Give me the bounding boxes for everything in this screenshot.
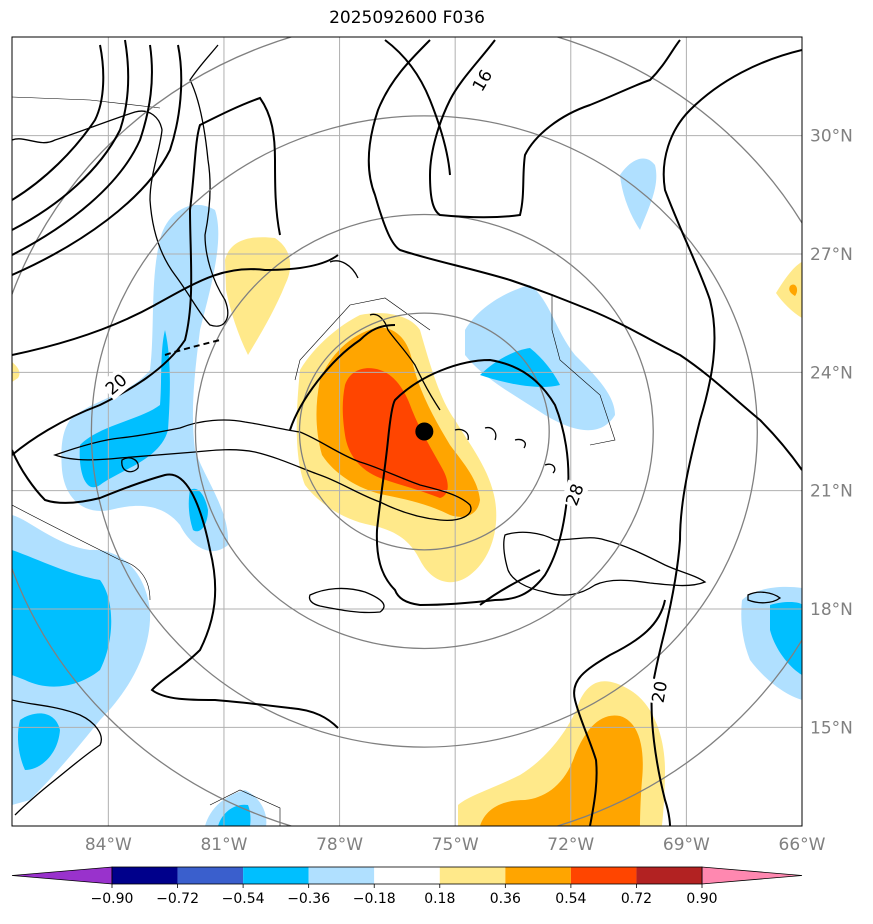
- dashed-contour: [164, 339, 221, 356]
- colorbar-bin: [177, 867, 244, 884]
- colorbar-outline: [111, 866, 703, 885]
- colorbar-tick-label: −0.18: [353, 891, 396, 907]
- colorbar-tick-label: −0.72: [156, 891, 199, 907]
- contour-line: [479, 569, 541, 606]
- contour-label-bg: [560, 479, 590, 510]
- negative-anomaly-region: [620, 158, 657, 230]
- coastline-bahamas: [329, 260, 556, 474]
- colorbar-bin: [570, 867, 637, 884]
- contour-label: 20: [649, 680, 672, 705]
- contour-line: [289, 324, 396, 431]
- lon-tick-label: 78°W: [316, 835, 363, 855]
- colorbar-tick-label: 0.72: [621, 891, 652, 907]
- contour-line: [367, 39, 802, 471]
- lon-tick-label: 69°W: [663, 835, 710, 855]
- lat-tick-label: 24°N: [810, 363, 853, 383]
- lat-tick-label: 18°N: [810, 600, 853, 620]
- lon-tick-label: 72°W: [547, 835, 594, 855]
- lon-tick-label: 66°W: [779, 835, 826, 855]
- contour-line: [12, 44, 105, 201]
- positive-anomaly-region: [789, 284, 798, 296]
- lat-tick-label: 21°N: [810, 482, 853, 502]
- colorbar-bin: [374, 867, 440, 884]
- lat-tick-label: 27°N: [810, 245, 853, 265]
- negative-anomaly-region: [480, 348, 560, 387]
- coastline-isle-of-youth: [121, 457, 139, 473]
- colorbar-tick-label: 0.36: [490, 891, 521, 907]
- colorbar-tick-label: 0.18: [424, 891, 455, 907]
- contour-line: [573, 599, 666, 826]
- positive-anomaly-region: [225, 237, 291, 355]
- positive-anomaly-region: [480, 715, 643, 826]
- contour-line: [12, 44, 183, 276]
- map-frame: [11, 36, 803, 827]
- country-borders: [12, 96, 616, 826]
- longitude-labels: 84°W 81°W 78°W 75°W 72°W 69°W 66°W: [85, 835, 826, 855]
- latitude-labels: 15°N 18°N 21°N 24°N 27°N 30°N: [810, 127, 853, 739]
- range-ring: [194, 213, 654, 650]
- negative-anomaly-region: [12, 550, 112, 687]
- colorbar-over-extend: [701, 866, 803, 885]
- lon-tick-label: 84°W: [85, 835, 132, 855]
- colorbar-bin: [439, 867, 506, 884]
- storm-center-marker: [415, 422, 434, 441]
- negative-anomaly-region: [218, 804, 251, 826]
- range-ring: [90, 115, 758, 748]
- contour-line: [384, 39, 451, 176]
- contour-label-bg: [466, 64, 498, 97]
- contour-line: [12, 254, 339, 356]
- colorbar: −0.90 −0.72 −0.54 −0.36 −0.18 0.18 0.36 0.54 0.7…: [11, 866, 803, 907]
- lon-tick-label: 81°W: [200, 835, 247, 855]
- colorbar-tick-label: 0.54: [555, 891, 586, 907]
- colorbar-bin: [505, 867, 571, 884]
- coastline-puerto-rico: [747, 591, 782, 604]
- range-ring: [298, 312, 550, 551]
- colorbar-bin: [243, 867, 309, 884]
- range-rings: [12, 37, 802, 826]
- contour-line: [12, 449, 339, 729]
- contour-line: [12, 96, 281, 456]
- coastline-hispaniola: [503, 531, 707, 596]
- coastline-jamaica: [308, 587, 385, 614]
- colorbar-tick-label: −0.54: [222, 891, 265, 907]
- colorbar-tick-label: −0.36: [287, 891, 330, 907]
- lat-tick-label: 30°N: [810, 127, 853, 147]
- colorbar-tick-label: −0.90: [91, 891, 134, 907]
- lat-tick-label: 15°N: [810, 718, 853, 738]
- positive-anomaly-region: [776, 262, 802, 318]
- contour-line: [428, 39, 681, 219]
- negative-anomaly-region: [770, 601, 802, 675]
- contour-label-bg: [646, 678, 673, 706]
- coastline-florida: [12, 44, 229, 327]
- colorbar-bin: [112, 867, 178, 884]
- contour-label-bg: [99, 368, 133, 401]
- colorbar-bin: [308, 867, 375, 884]
- colorbar-under-extend: [11, 866, 113, 885]
- negative-anomaly-region: [79, 330, 170, 488]
- colorbar-tick-label: 0.90: [686, 891, 717, 907]
- map-title: 2025092600 F036: [329, 8, 485, 28]
- contour-line: [650, 49, 802, 826]
- colorbar-bin: [636, 867, 702, 884]
- coastline-cuba: [53, 419, 472, 521]
- contour-line: [375, 358, 570, 607]
- height-contours: [12, 39, 802, 826]
- coastline-central-america: [12, 699, 102, 816]
- lon-tick-label: 75°W: [432, 835, 479, 855]
- contour-line: [12, 39, 130, 231]
- coastlines: [12, 44, 782, 816]
- contour-line: [12, 44, 153, 256]
